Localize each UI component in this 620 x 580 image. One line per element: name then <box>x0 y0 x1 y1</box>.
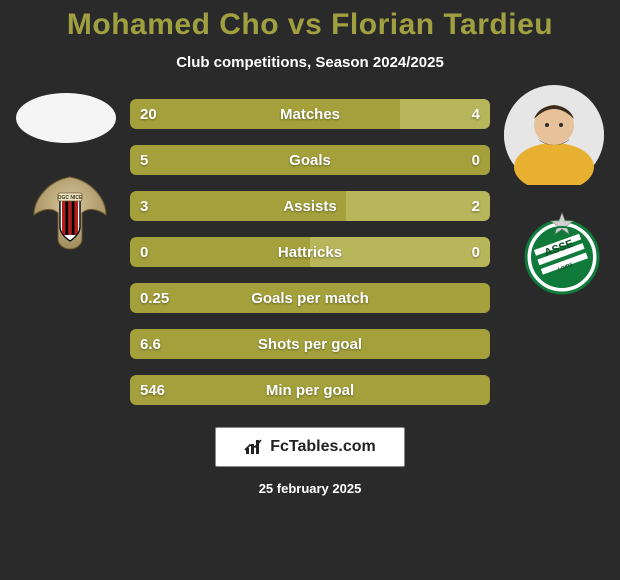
stats-bars: 204Matches 50Goals 32Assists 00Hattricks 0.2… <box>130 99 490 405</box>
stat-row: 6.6Shots per goal <box>130 329 490 359</box>
player-left-avatar <box>16 93 116 143</box>
right-player-column: ASSE LOIRE <box>490 99 610 405</box>
stat-label: Assists <box>130 191 490 221</box>
stat-label: Goals <box>130 145 490 175</box>
stat-row: 00Hattricks <box>130 237 490 267</box>
stats-area: OGC NICE 204Matches 50Goals 32Assists 00Hat… <box>0 99 620 405</box>
stat-row: 32Assists <box>130 191 490 221</box>
page-subtitle: Club competitions, Season 2024/2025 <box>176 54 444 71</box>
player-right-avatar <box>504 85 604 185</box>
club-badge-nice: OGC NICE <box>28 169 112 253</box>
stat-label: Matches <box>130 99 490 129</box>
generated-date: 25 february 2025 <box>259 481 362 496</box>
brand-text: FcTables.com <box>270 438 376 456</box>
chart-icon <box>244 438 264 456</box>
stat-row: 50Goals <box>130 145 490 175</box>
stat-label: Goals per match <box>130 283 490 313</box>
left-player-column: OGC NICE <box>10 99 130 405</box>
page-title: Mohamed Cho vs Florian Tardieu <box>67 8 553 42</box>
stat-row: 0.25Goals per match <box>130 283 490 313</box>
brand-badge: FcTables.com <box>215 427 405 467</box>
stat-row: 546Min per goal <box>130 375 490 405</box>
svg-text:OGC NICE: OGC NICE <box>58 195 83 201</box>
stat-row: 204Matches <box>130 99 490 129</box>
stat-label: Min per goal <box>130 375 490 405</box>
comparison-card: Mohamed Cho vs Florian Tardieu Club comp… <box>0 0 620 580</box>
club-badge-asse: ASSE LOIRE <box>520 211 604 295</box>
stat-label: Hattricks <box>130 237 490 267</box>
stat-label: Shots per goal <box>130 329 490 359</box>
